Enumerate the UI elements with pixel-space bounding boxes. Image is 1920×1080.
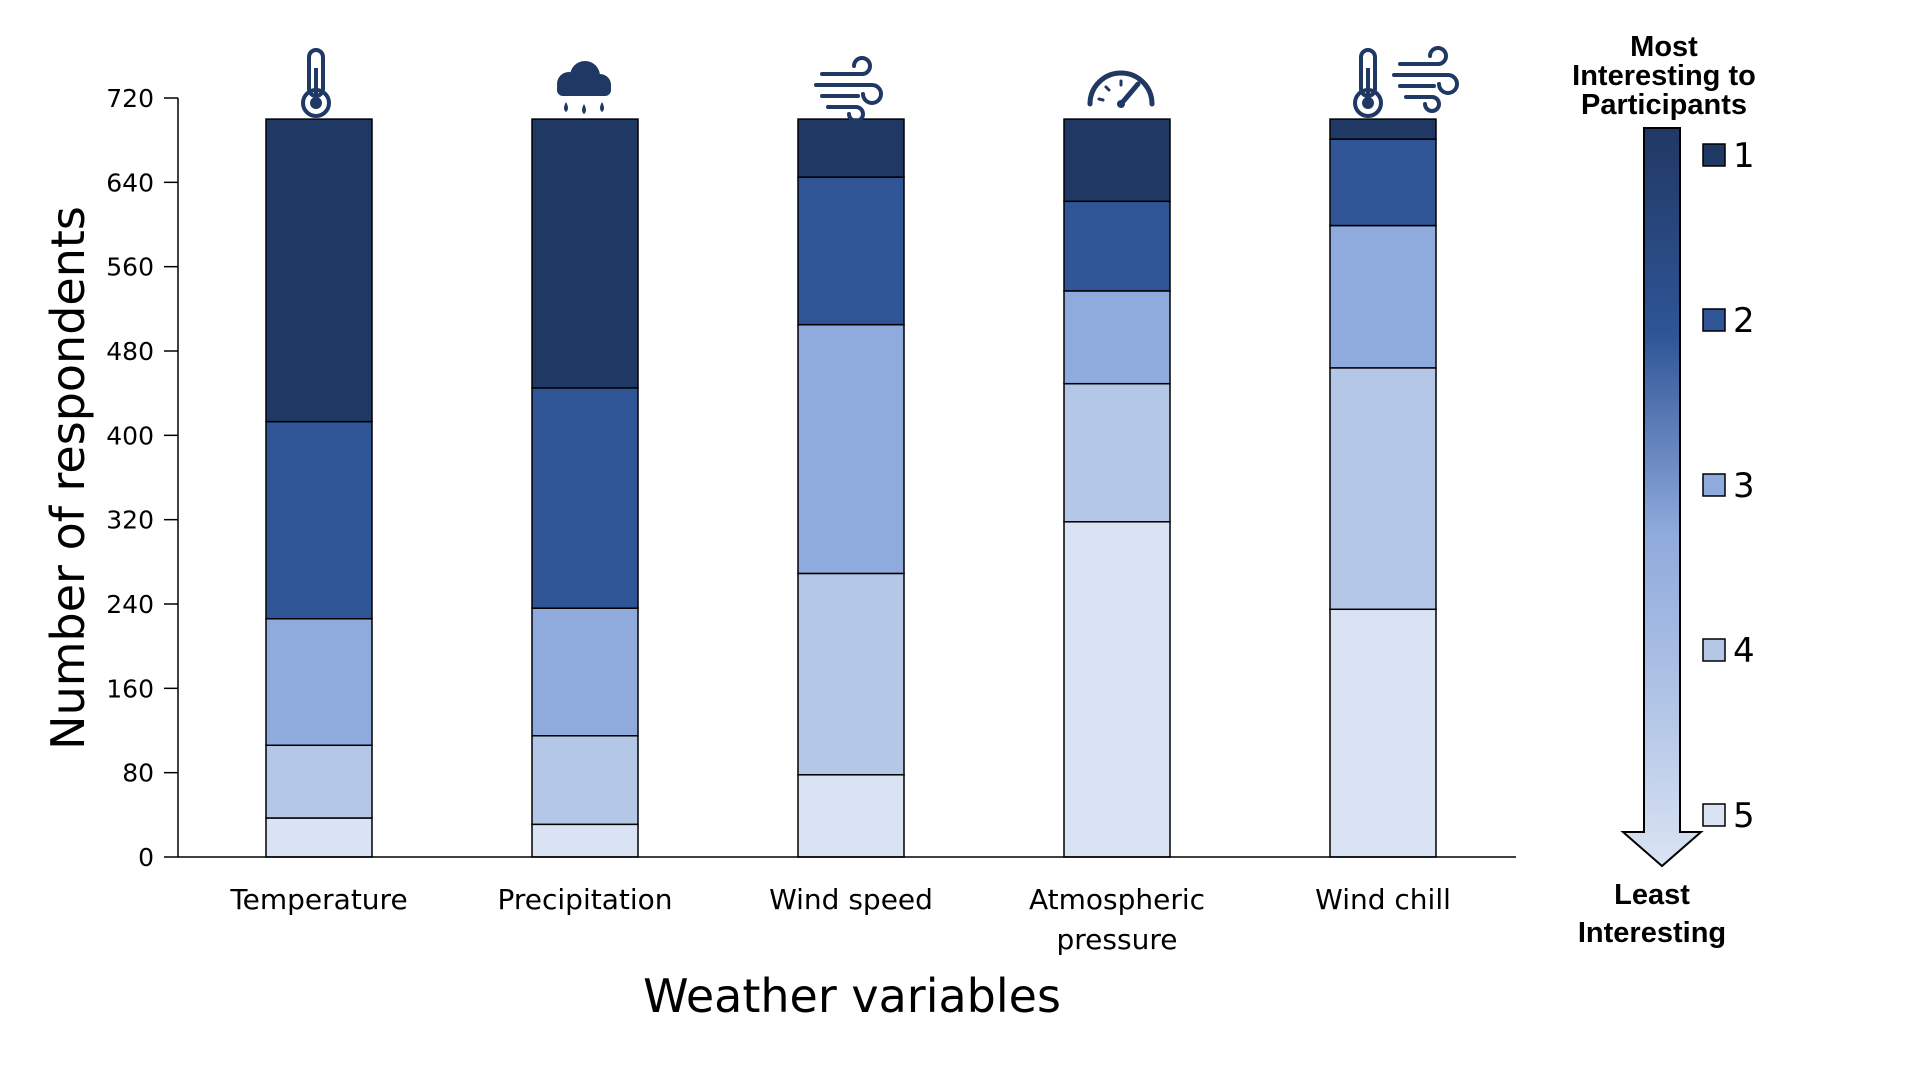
bar-segment-1-level-3: [265, 618, 373, 747]
bar-segment-3-level-1: [797, 118, 905, 178]
bar-segment-1-level-2: [265, 420, 373, 620]
bar-segment-2-level-1: [531, 118, 639, 389]
legend-label-5: 5: [1733, 796, 1755, 836]
legend-label-4: 4: [1733, 631, 1755, 671]
legend-swatch-1: [1702, 143, 1726, 167]
bar-segment-3-level-4: [797, 572, 905, 776]
bar-segment-3-level-2: [797, 176, 905, 326]
bars-group: [265, 118, 1437, 858]
bar-segment-5-level-2: [1329, 138, 1437, 227]
bar-segment-4-level-5: [1063, 521, 1171, 858]
y-axis: 0 80 160 240 320 400 480 560 640 720: [106, 84, 179, 872]
x-tick-label: Wind speed: [769, 883, 933, 916]
legend-swatch-3: [1702, 473, 1726, 497]
legend-title-text: Most Interesting to Participants: [1572, 31, 1756, 121]
bar-segment-3-level-5: [797, 774, 905, 858]
y-tick-label: 480: [106, 337, 154, 366]
x-tick-label: Atmospheric pressure: [1029, 883, 1205, 956]
y-tick-label: 720: [106, 84, 154, 113]
legend-bottom-text: Least Interesting: [1578, 879, 1726, 949]
x-tick-label: Wind chill: [1315, 883, 1451, 916]
bar-segment-5-level-4: [1329, 367, 1437, 611]
thermometer-icon: [301, 48, 331, 118]
legend-title-least: Least Interesting: [1578, 879, 1726, 949]
gauge-icon: [1087, 70, 1155, 108]
legend-items: 1 2 3 4 5: [1702, 136, 1755, 836]
y-tick-label: 0: [138, 843, 154, 872]
legend-label-2: 2: [1733, 301, 1755, 341]
y-tick-label: 640: [106, 168, 154, 197]
bar-segment-2-level-4: [531, 735, 639, 826]
category-icons: [301, 46, 1459, 123]
wind-chill-icon: [1353, 46, 1459, 118]
bar-segment-5-level-1: [1329, 118, 1437, 140]
y-tick-label: 80: [122, 759, 154, 788]
bar-segment-1-level-4: [265, 744, 373, 819]
x-tick-label: Temperature: [229, 883, 407, 916]
bar-segment-5-level-5: [1329, 608, 1437, 858]
plot-area: 0 80 160 240 320 400 480 560 640 720 Temperature P…: [106, 84, 1516, 956]
legend: Most Interesting to Participants 1 2 3 4 5 Lea…: [1572, 31, 1756, 949]
category-labels: Temperature Precipitation Wind speed Atmosp…: [229, 883, 1451, 956]
y-axis-title: Number of respondents: [41, 206, 95, 750]
bar-segment-5-level-3: [1329, 224, 1437, 369]
bar-segment-3-level-3: [797, 323, 905, 575]
legend-gradient-arrow: [1620, 127, 1704, 868]
bar-segment-4-level-3: [1063, 290, 1171, 385]
legend-label-3: 3: [1733, 466, 1755, 506]
bar-segment-2-level-2: [531, 387, 639, 609]
legend-swatch-4: [1702, 638, 1726, 662]
bar-segment-2-level-5: [531, 823, 639, 858]
y-tick-label: 240: [106, 590, 154, 619]
bar-segment-2-level-3: [531, 607, 639, 737]
bar-segment-1-level-5: [265, 817, 373, 858]
y-tick-label: 160: [106, 674, 154, 703]
bar-segment-1-level-1: [265, 118, 373, 423]
legend-swatch-5: [1702, 803, 1726, 827]
bar-segment-4-level-2: [1063, 200, 1171, 292]
rain-cloud-icon: [557, 61, 611, 114]
legend-title-most: Most Interesting to Participants: [1572, 31, 1756, 121]
y-tick-label: 400: [106, 421, 154, 450]
bar-segment-4-level-4: [1063, 382, 1171, 523]
legend-swatch-2: [1702, 308, 1726, 332]
y-tick-label: 320: [106, 506, 154, 535]
legend-label-1: 1: [1733, 136, 1755, 176]
bar-segment-4-level-1: [1063, 118, 1171, 203]
wind-icon: [814, 56, 883, 123]
x-tick-label: Precipitation: [497, 883, 672, 916]
y-tick-label: 560: [106, 253, 154, 282]
x-axis-title: Weather variables: [643, 969, 1061, 1023]
